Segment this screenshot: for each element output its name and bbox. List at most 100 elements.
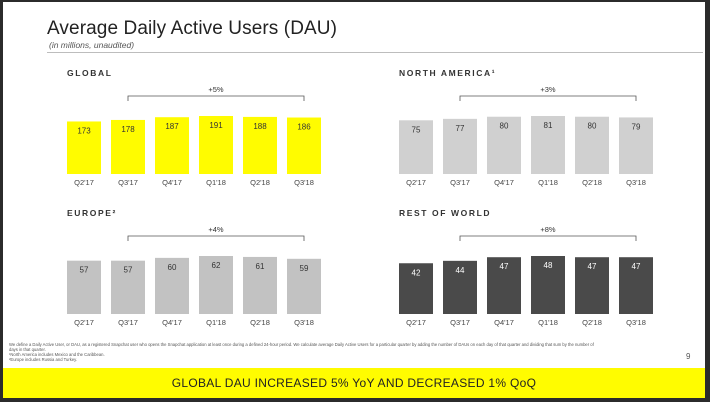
bar bbox=[443, 260, 477, 314]
x-tick-label: Q4'17 bbox=[494, 318, 514, 327]
growth-label: +4% bbox=[208, 225, 224, 234]
page-number: 9 bbox=[686, 352, 691, 361]
summary-banner: GLOBAL DAU INCREASED 5% YoY AND DECREASE… bbox=[3, 368, 705, 398]
bar-value-label: 62 bbox=[212, 261, 221, 270]
bar bbox=[287, 117, 321, 174]
bar-value-label: 42 bbox=[412, 268, 421, 277]
x-tick-label: Q2'18 bbox=[582, 178, 602, 187]
bar-value-label: 48 bbox=[544, 261, 553, 270]
footnotes: We define a Daily Active User, or DAU, a… bbox=[9, 342, 669, 362]
page-title: Average Daily Active Users (DAU) bbox=[47, 18, 338, 39]
growth-bracket bbox=[459, 95, 637, 101]
europe-dau-chart: EUROPE² +4% 57 Q2'17 57 Q3'17 60 Q4'17 62 Q1'18 61… bbox=[23, 204, 323, 334]
footnote-dau-definition: We define a Daily Active User, or DAU, a… bbox=[9, 342, 594, 347]
x-tick-label: Q3'17 bbox=[450, 318, 470, 327]
bar bbox=[399, 263, 433, 314]
x-tick-label: Q2'17 bbox=[406, 318, 426, 327]
x-tick-label: Q4'17 bbox=[494, 178, 514, 187]
x-tick-label: Q1'18 bbox=[538, 318, 558, 327]
bar-value-label: 60 bbox=[168, 263, 177, 272]
bar bbox=[155, 117, 189, 174]
bar-value-label: 61 bbox=[256, 262, 265, 271]
bar bbox=[575, 116, 609, 174]
growth-bracket bbox=[459, 235, 637, 241]
bar bbox=[487, 116, 521, 174]
bar-value-label: 79 bbox=[632, 122, 641, 131]
growth-bracket bbox=[127, 235, 305, 241]
bar-value-label: 75 bbox=[412, 125, 421, 134]
bar bbox=[199, 116, 233, 174]
bar-value-label: 178 bbox=[121, 125, 135, 134]
bar bbox=[531, 116, 565, 174]
x-tick-label: Q3'18 bbox=[626, 318, 646, 327]
bar-value-label: 47 bbox=[588, 262, 597, 271]
chart-svg: NORTH AMERICA¹ +3% 75 Q2'17 77 Q3'17 80 Q4'17 81… bbox=[399, 68, 653, 187]
bar-value-label: 47 bbox=[500, 262, 509, 271]
bar bbox=[443, 118, 477, 174]
x-tick-label: Q2'18 bbox=[250, 178, 270, 187]
x-tick-label: Q4'17 bbox=[162, 318, 182, 327]
title-divider bbox=[47, 52, 703, 53]
bar-value-label: 81 bbox=[544, 121, 553, 130]
bar-value-label: 44 bbox=[456, 266, 465, 275]
bar bbox=[67, 121, 101, 174]
bar bbox=[619, 117, 653, 174]
x-tick-label: Q3'17 bbox=[118, 318, 138, 327]
x-tick-label: Q2'17 bbox=[406, 178, 426, 187]
bar-value-label: 57 bbox=[124, 266, 133, 275]
page-subtitle: (in millions, unaudited) bbox=[49, 40, 135, 50]
chart-svg: GLOBAL +5% 173 Q2'17 178 Q3'17 187 Q4'17 191 Q1'1… bbox=[67, 68, 321, 187]
growth-label: +3% bbox=[540, 85, 556, 94]
bar bbox=[531, 256, 565, 314]
x-tick-label: Q3'18 bbox=[294, 178, 314, 187]
bar bbox=[243, 116, 277, 174]
bar bbox=[199, 256, 233, 314]
bar-value-label: 188 bbox=[253, 122, 267, 131]
bar bbox=[155, 257, 189, 314]
x-tick-label: Q3'18 bbox=[294, 318, 314, 327]
x-tick-label: Q1'18 bbox=[206, 318, 226, 327]
footnote-dau-definition-cont: days in that quarter. bbox=[9, 347, 46, 352]
growth-bracket bbox=[127, 95, 305, 101]
bar bbox=[399, 120, 433, 174]
bar bbox=[111, 119, 145, 174]
bar bbox=[619, 257, 653, 314]
x-tick-label: Q2'18 bbox=[582, 318, 602, 327]
bar-value-label: 173 bbox=[77, 126, 91, 135]
chart-title: NORTH AMERICA¹ bbox=[399, 68, 496, 78]
bar-value-label: 80 bbox=[588, 122, 597, 131]
chart-title: GLOBAL bbox=[67, 68, 112, 78]
x-tick-label: Q3'18 bbox=[626, 178, 646, 187]
bar bbox=[67, 260, 101, 314]
bar bbox=[575, 257, 609, 314]
bar bbox=[243, 256, 277, 314]
x-tick-label: Q2'18 bbox=[250, 318, 270, 327]
north-america-dau-chart: NORTH AMERICA¹ +3% 75 Q2'17 77 Q3'17 80 Q4'17 81… bbox=[355, 64, 655, 194]
chart-title: REST OF WORLD bbox=[399, 208, 491, 218]
x-tick-label: Q1'18 bbox=[538, 178, 558, 187]
bar-value-label: 187 bbox=[165, 122, 179, 131]
growth-label: +8% bbox=[540, 225, 556, 234]
x-tick-label: Q1'18 bbox=[206, 178, 226, 187]
bar bbox=[111, 260, 145, 314]
summary-banner-text: GLOBAL DAU INCREASED 5% YoY AND DECREASE… bbox=[171, 376, 537, 390]
bar-value-label: 59 bbox=[300, 264, 309, 273]
bar-value-label: 77 bbox=[456, 124, 465, 133]
x-tick-label: Q2'17 bbox=[74, 178, 94, 187]
x-tick-label: Q3'17 bbox=[118, 178, 138, 187]
bar-value-label: 186 bbox=[297, 123, 311, 132]
x-tick-label: Q4'17 bbox=[162, 178, 182, 187]
chart-title: EUROPE² bbox=[67, 208, 117, 218]
global-dau-chart: GLOBAL +5% 173 Q2'17 178 Q3'17 187 Q4'17 191 Q1'1… bbox=[23, 64, 323, 194]
bar-value-label: 191 bbox=[209, 121, 223, 130]
growth-label: +5% bbox=[208, 85, 224, 94]
footnote-north-america: ¹North America includes Mexico and the C… bbox=[9, 352, 105, 357]
bar-value-label: 47 bbox=[632, 262, 641, 271]
slide: Average Daily Active Users (DAU) (in mil… bbox=[3, 2, 705, 398]
bar-value-label: 80 bbox=[500, 122, 509, 131]
footnote-europe: ²Europe includes Russia and Turkey. bbox=[9, 357, 78, 362]
rest-of-world-dau-chart: REST OF WORLD +8% 42 Q2'17 44 Q3'17 47 Q4'17 48 Q… bbox=[355, 204, 655, 334]
bar bbox=[487, 257, 521, 314]
x-tick-label: Q3'17 bbox=[450, 178, 470, 187]
chart-svg: REST OF WORLD +8% 42 Q2'17 44 Q3'17 47 Q4'17 48 Q… bbox=[399, 208, 653, 327]
